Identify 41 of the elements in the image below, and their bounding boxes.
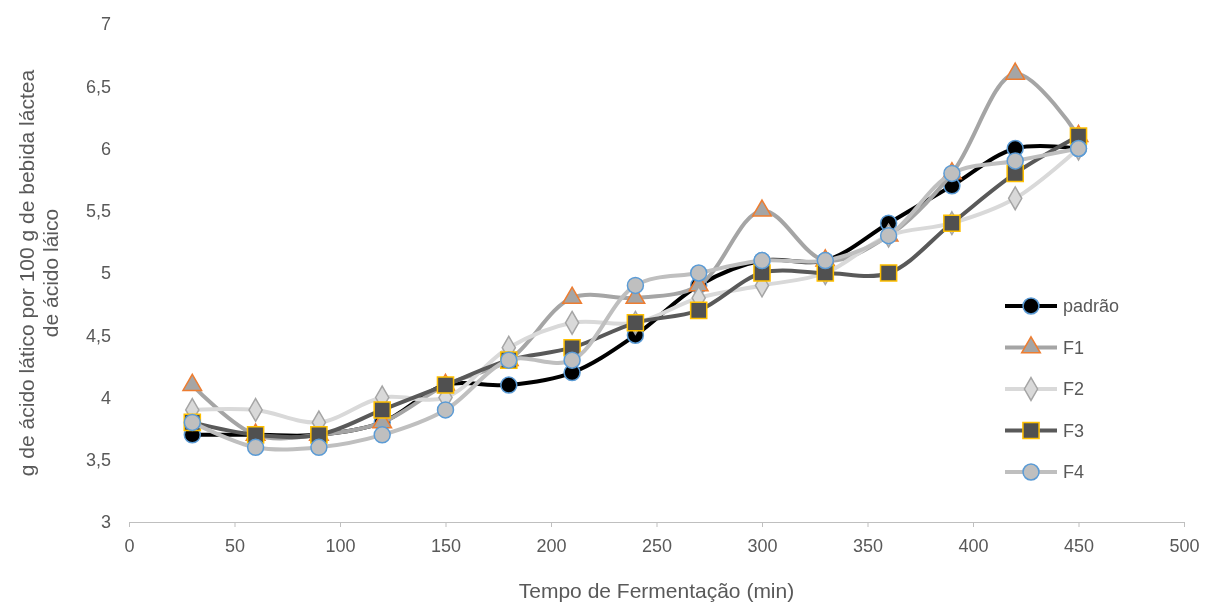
point: [373, 401, 392, 419]
point: [310, 438, 328, 457]
point: [943, 214, 961, 233]
x-tick-label: 200: [536, 535, 567, 556]
y-tick-label: 6,5: [85, 76, 111, 97]
y-tick-label: 3: [100, 512, 111, 533]
point: [246, 438, 265, 457]
x-tick-label: 100: [325, 535, 356, 556]
point: [563, 351, 581, 369]
y-tick-label: 5: [100, 263, 111, 284]
x-tick-label: 400: [958, 535, 989, 556]
y-tick-label: 3,5: [85, 450, 111, 471]
point: [689, 301, 708, 320]
y-tick-label: 7: [100, 14, 111, 35]
x-tick-label: 250: [641, 535, 673, 556]
x-tick-label: 300: [747, 535, 778, 556]
x-tick-label: 350: [852, 535, 884, 556]
legend-label: padrão: [1063, 296, 1120, 317]
x-axis-title: Tempo de Fermentação (min): [518, 579, 795, 602]
point: [436, 401, 455, 419]
legend-label: F2: [1063, 379, 1085, 400]
y-axis-title: g de ácido lático por 100 g de bebida láctea de ácido láico: [15, 69, 63, 477]
point: [879, 264, 898, 282]
y-tick-label: 4,5: [85, 325, 111, 346]
x-tick-label: 0: [124, 535, 135, 556]
x-tick-label: 450: [1063, 535, 1095, 556]
point: [1006, 152, 1024, 170]
x-tick-label: 50: [224, 535, 246, 556]
point: [689, 264, 708, 282]
legend-label: F1: [1063, 337, 1085, 358]
y-tick-label: 6: [100, 138, 111, 159]
x-tick-label: 500: [1169, 535, 1200, 556]
point: [626, 276, 645, 295]
point: [626, 313, 645, 332]
y-tick-label: 5,5: [85, 201, 111, 222]
legend-label: F3: [1063, 420, 1085, 441]
point: [500, 376, 518, 394]
legend-label: F4: [1063, 462, 1085, 483]
point: [373, 426, 391, 444]
x-tick-label: 150: [430, 535, 462, 556]
y-tick-label: 4: [100, 387, 111, 408]
